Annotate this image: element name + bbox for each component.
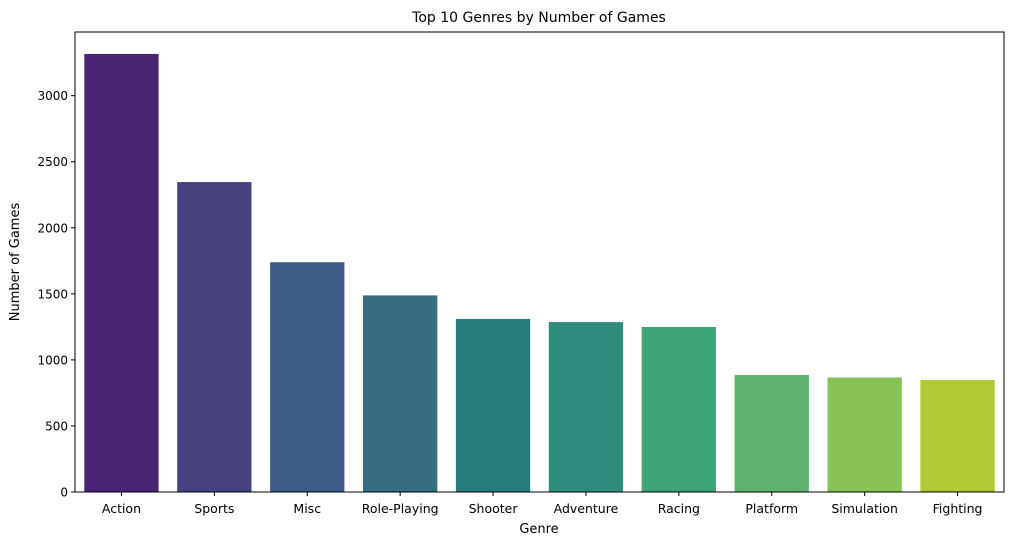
x-tick-label: Shooter [469, 501, 519, 516]
x-tick-label: Simulation [831, 501, 898, 516]
bar-action [84, 53, 159, 492]
x-tick-label: Fighting [933, 501, 983, 516]
x-tick-label: Role-Playing [362, 501, 439, 516]
bar-misc [270, 262, 345, 492]
bar-sports [177, 182, 252, 492]
y-axis-label: Number of Games [8, 203, 23, 322]
y-tick-label: 2500 [37, 155, 68, 169]
bars [84, 53, 995, 492]
bar-role-playing [362, 295, 438, 492]
x-tick-label: Misc [293, 501, 321, 516]
bar-racing [641, 326, 717, 492]
y-tick-label: 0 [60, 486, 68, 500]
x-tick-label: Platform [745, 501, 798, 516]
y-tick-label: 1500 [37, 287, 68, 301]
x-tick-label: Racing [658, 501, 700, 516]
y-tick-label: 1000 [37, 353, 68, 367]
bar-fighting [920, 379, 995, 492]
plot-frame [74, 31, 1005, 493]
x-tick-label: Adventure [554, 501, 619, 516]
y-axis-ticks: 0 500 1000 1500 2000 2500 3000 [37, 89, 75, 500]
y-tick-label: 500 [45, 419, 68, 433]
bar-platform [734, 374, 809, 492]
y-tick-label: 3000 [37, 89, 68, 103]
chart-title: Top 10 Genres by Number of Games [411, 10, 666, 26]
bar-adventure [548, 322, 624, 492]
y-tick-label: 2000 [37, 221, 68, 235]
x-axis-label: Genre [519, 522, 558, 537]
x-axis-ticks: Action Sports Misc Role-Playing Shooter Adven… [102, 492, 983, 516]
x-tick-label: Sports [194, 501, 234, 516]
x-tick-label: Action [102, 501, 141, 516]
bar-shooter [455, 318, 531, 492]
bar-simulation [827, 377, 902, 492]
